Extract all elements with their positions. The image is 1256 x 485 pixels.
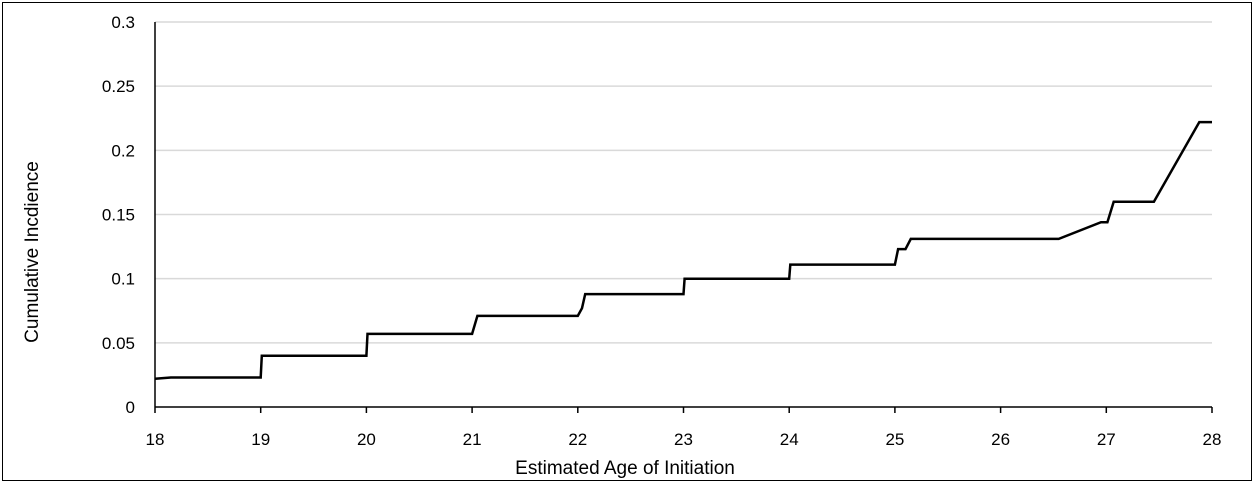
x-tick-label: 27 <box>1097 430 1116 449</box>
x-tick-label: 19 <box>251 430 270 449</box>
y-tick-label: 0.25 <box>102 77 135 96</box>
x-tick-label: 23 <box>674 430 693 449</box>
x-tick-label: 18 <box>146 430 165 449</box>
y-tick-label: 0.15 <box>102 206 135 225</box>
y-tick-labels: 0 0.05 0.1 0.15 0.2 0.25 0.3 <box>102 13 135 417</box>
x-tick-label: 21 <box>463 430 482 449</box>
cumulative-incidence-line <box>154 120 1212 381</box>
gridlines <box>155 21 1212 344</box>
y-tick-label: 0.3 <box>111 13 135 32</box>
axes <box>154 22 1213 413</box>
x-tick-label: 20 <box>357 430 376 449</box>
x-tick-label: 24 <box>780 430 799 449</box>
x-tick-label: 26 <box>991 430 1010 449</box>
y-tick-label: 0.1 <box>111 270 135 289</box>
y-axis-label: Cumulative Incdience <box>22 161 43 343</box>
y-tick-label: 0.05 <box>102 334 135 353</box>
y-tick-label: 0 <box>126 398 135 417</box>
series-group <box>154 120 1212 381</box>
x-tick-label: 25 <box>885 430 904 449</box>
x-tick-label: 22 <box>568 430 587 449</box>
x-tick-labels: 18 19 20 21 22 23 24 25 26 27 28 <box>146 430 1222 449</box>
x-tick-label: 28 <box>1203 430 1222 449</box>
x-axis-label: Estimated Age of Initiation <box>515 458 735 479</box>
y-tick-label: 0.2 <box>111 141 135 160</box>
